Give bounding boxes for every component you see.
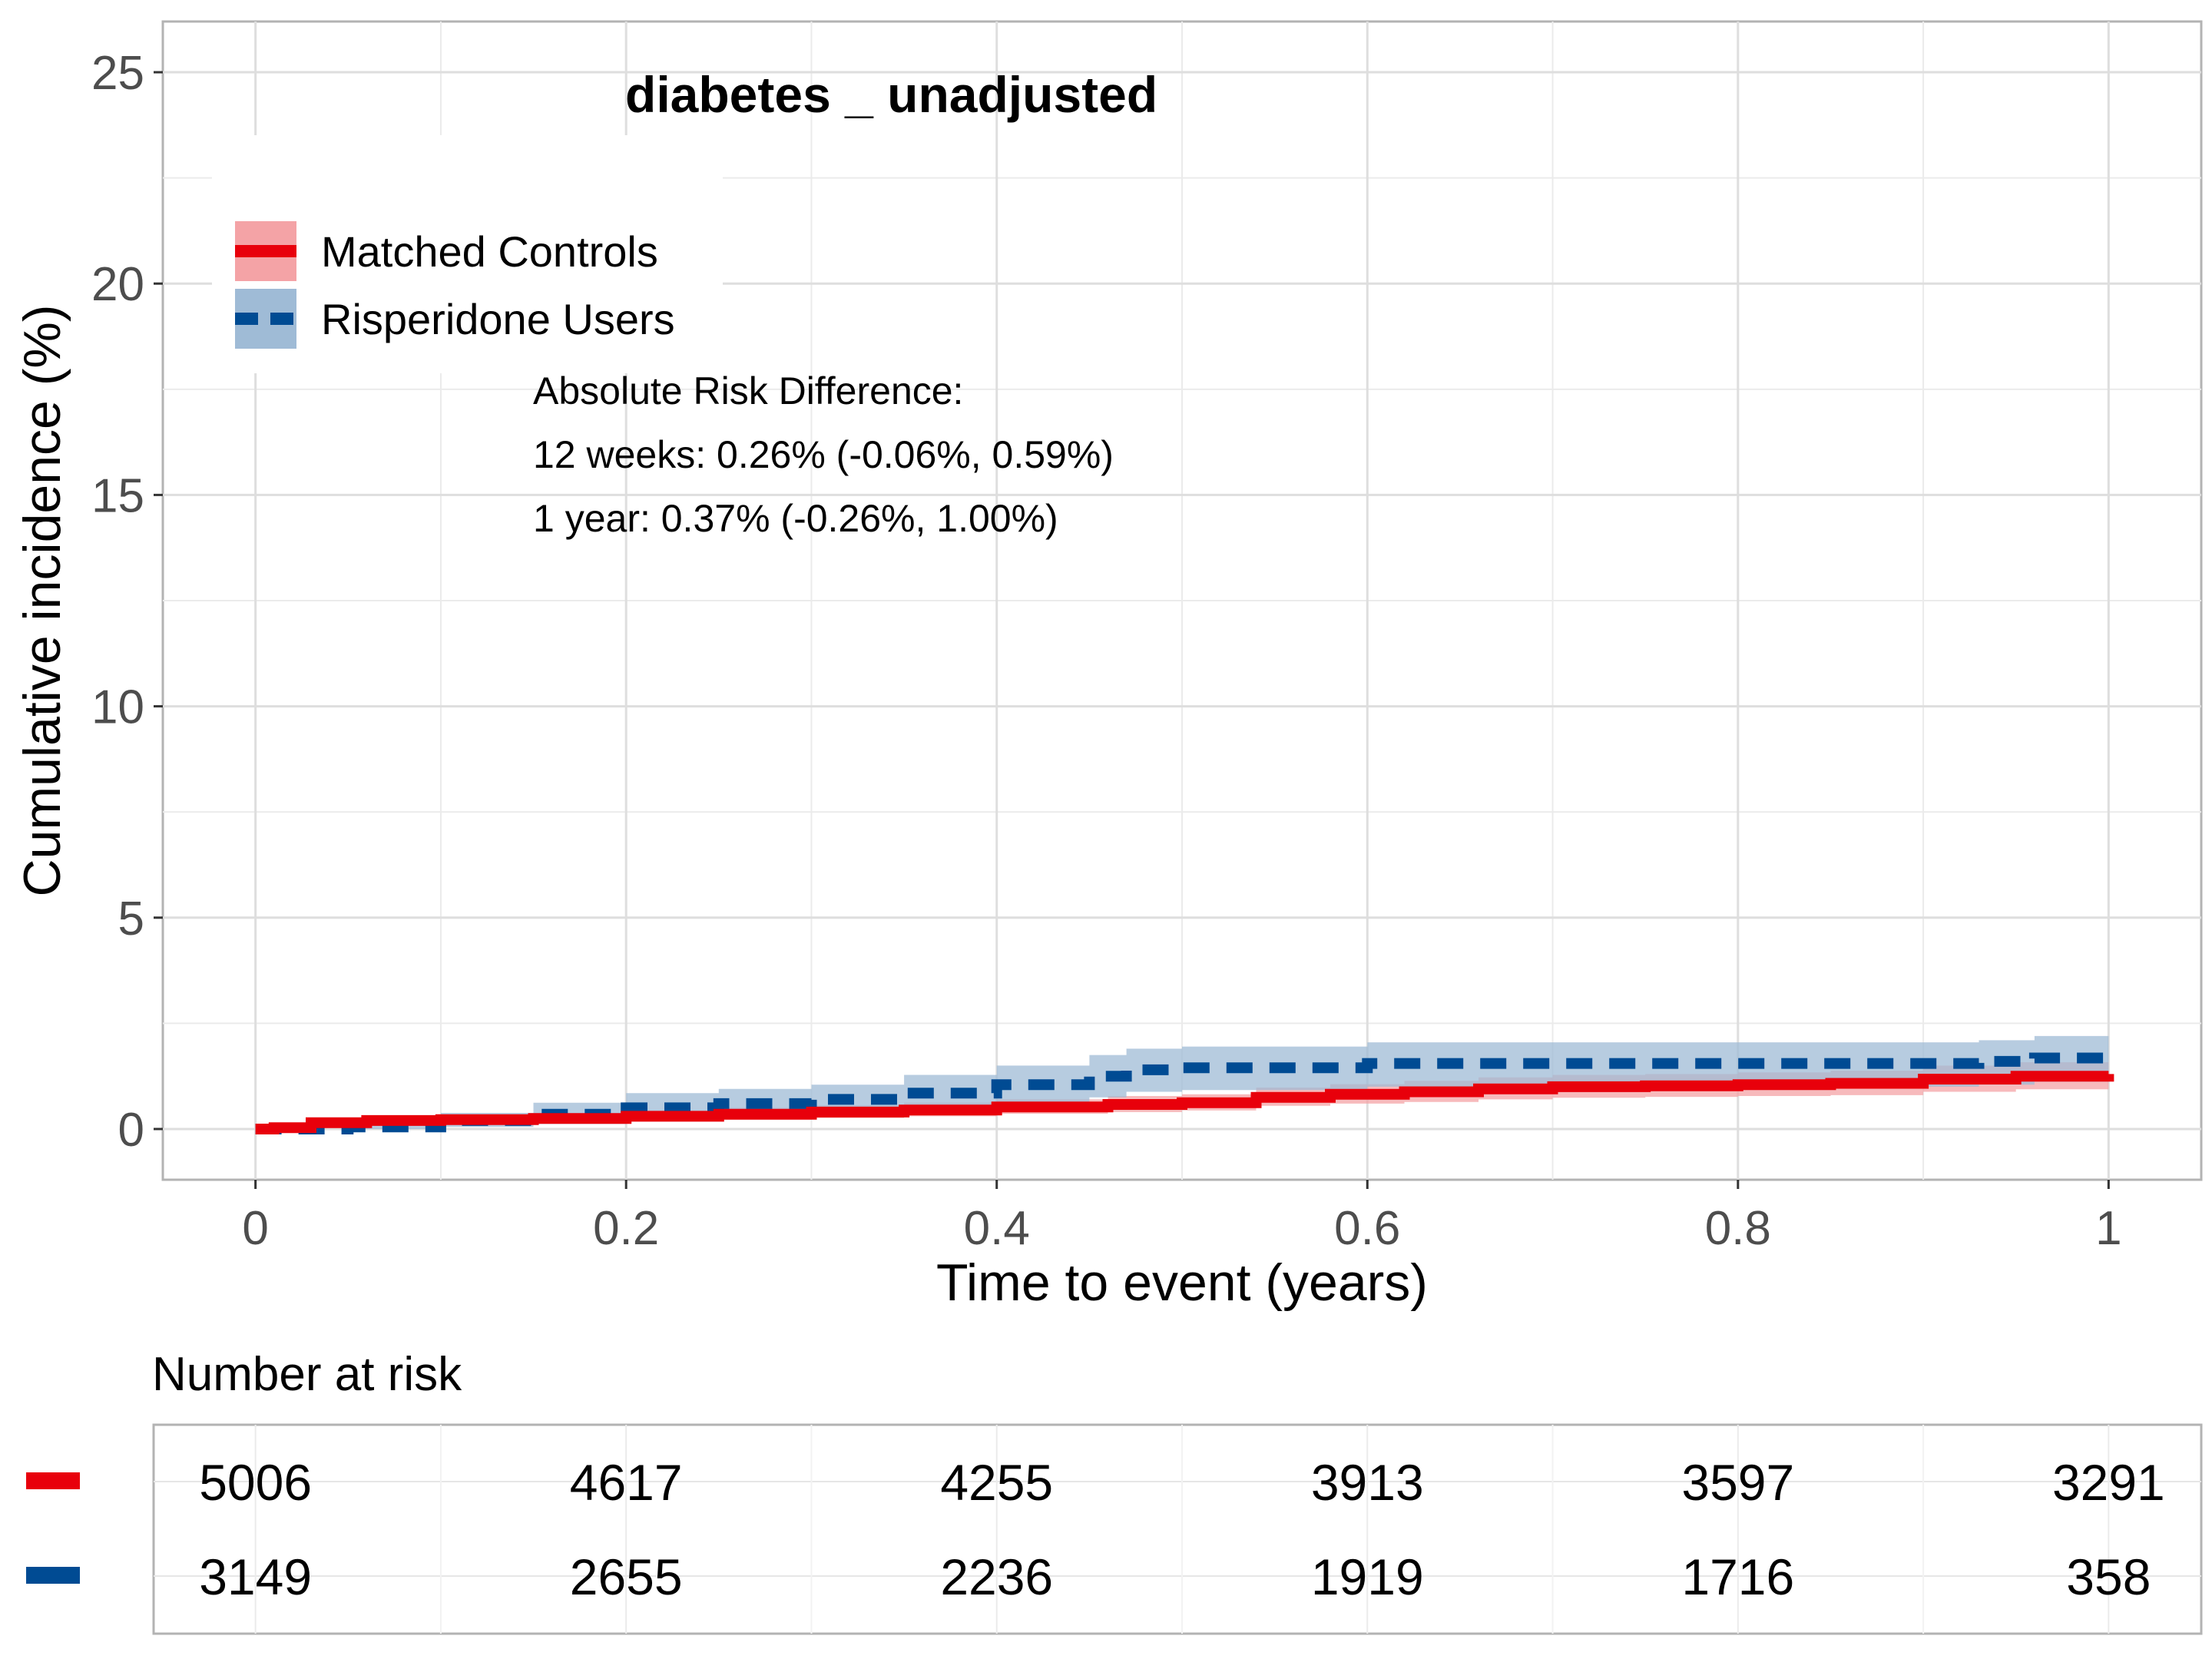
- grid-lines: [163, 22, 2201, 1180]
- risk-table-panel: [152, 1423, 2203, 1635]
- legend: Matched Controls Risperidone Users: [212, 135, 723, 373]
- risk-count: 5006: [199, 1454, 312, 1511]
- y-tick-label: 25: [91, 47, 144, 100]
- annotation-line-1: Absolute Risk Difference:: [533, 369, 963, 412]
- legend-label-matched-controls: Matched Controls: [321, 227, 658, 276]
- x-tick-label: 0.8: [1705, 1202, 1771, 1255]
- risk-count: 1716: [1681, 1548, 1794, 1605]
- risk-row-key-matched-controls: [26, 1472, 80, 1489]
- risk-count: 3149: [199, 1548, 312, 1605]
- x-tick-label: 0: [242, 1202, 268, 1255]
- x-tick-label: 0.2: [593, 1202, 659, 1255]
- risk-count: 4255: [940, 1454, 1053, 1511]
- y-axis-ticks: 0 5 10 15 20 25: [91, 47, 163, 1157]
- y-tick-label: 15: [91, 469, 144, 522]
- incidence-line-series-0: [255, 1071, 2114, 1134]
- y-tick-label: 10: [91, 681, 144, 734]
- risk-table-grid: [154, 1425, 2201, 1634]
- risk-count: 3913: [1311, 1454, 1424, 1511]
- risk-count: 3291: [2052, 1454, 2165, 1511]
- risk-row-key-risperidone-users: [26, 1567, 80, 1584]
- incidence-line-series-1: [255, 1052, 2114, 1134]
- annotation-line-3: 1 year: 0.37% (-0.26%, 1.00%): [533, 497, 1058, 540]
- y-axis-title: Cumulative incidence (%): [13, 305, 71, 897]
- chart-title: diabetes _ unadjusted: [625, 66, 1157, 123]
- risk-count: 358: [2066, 1548, 2151, 1605]
- risk-count: 2236: [940, 1548, 1053, 1605]
- x-axis-ticks: 0 0.2 0.4 0.6 0.8 1: [242, 1180, 2122, 1255]
- x-tick-label: 1: [2095, 1202, 2121, 1255]
- risk-count: 3597: [1681, 1454, 1794, 1511]
- risk-table-title: Number at risk: [152, 1348, 462, 1401]
- y-tick-label: 20: [91, 258, 144, 311]
- risk-table-values: 5006 4617 4255 3913 3597 3291 3149 2655 2236 1919…: [199, 1454, 2165, 1605]
- legend-background: [212, 135, 723, 373]
- risk-count: 2655: [570, 1548, 683, 1605]
- legend-label-risperidone-users: Risperidone Users: [321, 295, 675, 343]
- x-tick-label: 0.6: [1334, 1202, 1400, 1255]
- y-tick-label: 0: [118, 1104, 144, 1157]
- risk-count: 1919: [1311, 1548, 1424, 1605]
- annotation-line-2: 12 weeks: 0.26% (-0.06%, 0.59%): [533, 433, 1114, 476]
- x-tick-label: 0.4: [964, 1202, 1030, 1255]
- y-tick-label: 5: [118, 892, 144, 945]
- x-axis-title: Time to event (years): [936, 1253, 1428, 1312]
- incidence-curves: [255, 1052, 2114, 1134]
- risk-count: 4617: [570, 1454, 683, 1511]
